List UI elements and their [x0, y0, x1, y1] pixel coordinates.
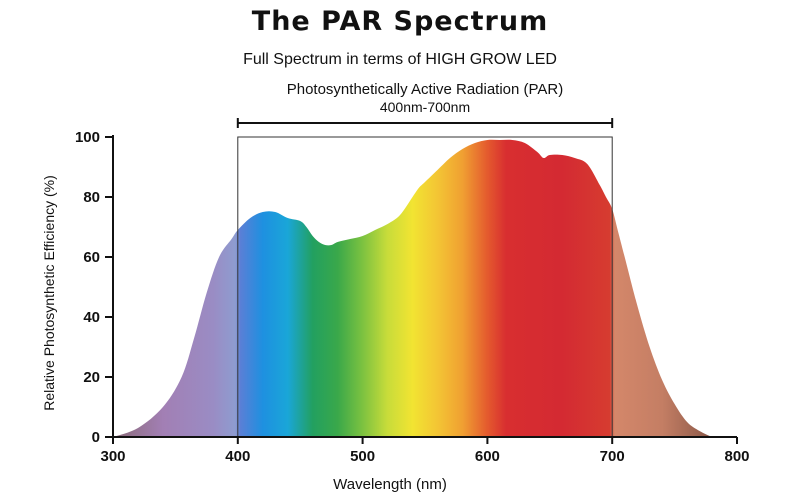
x-tick-label-800: 800 — [724, 448, 749, 465]
y-tick-label-40: 40 — [83, 309, 100, 326]
y-tick-label-100: 100 — [75, 129, 100, 146]
x-axis-label: Wavelength (nm) — [333, 476, 447, 493]
y-axis-label: Relative Photosynthetic Efficiency (%) — [41, 175, 57, 411]
par-label: Photosynthetically Active Radiation (PAR… — [287, 81, 564, 98]
x-tick-label-700: 700 — [600, 448, 625, 465]
x-tick-label-500: 500 — [350, 448, 375, 465]
y-tick-label-20: 20 — [83, 369, 100, 386]
y-tick-label-80: 80 — [83, 189, 100, 206]
y-tick-label-60: 60 — [83, 249, 100, 266]
y-tick-label-0: 0 — [92, 429, 100, 446]
x-tick-label-300: 300 — [100, 448, 125, 465]
x-tick-label-400: 400 — [225, 448, 250, 465]
chart-title: The PAR Spectrum — [251, 6, 549, 37]
spectrum-area — [113, 139, 713, 437]
chart-subtitle: Full Spectrum in terms of HIGH GROW LED — [243, 51, 557, 68]
par-range-label: 400nm-700nm — [380, 99, 470, 115]
x-tick-label-600: 600 — [475, 448, 500, 465]
